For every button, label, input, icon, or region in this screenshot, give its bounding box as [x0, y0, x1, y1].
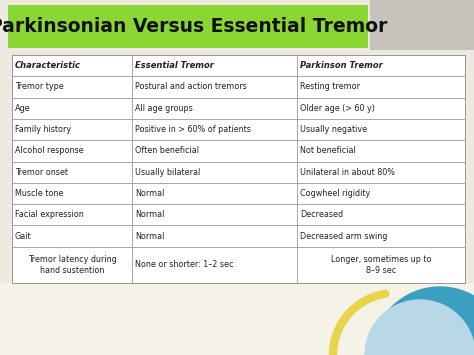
Text: Longer, sometimes up to
8–9 sec: Longer, sometimes up to 8–9 sec: [331, 255, 431, 274]
Text: Facial expression: Facial expression: [15, 210, 84, 219]
Text: Decreased arm swing: Decreased arm swing: [301, 231, 388, 241]
Text: Normal: Normal: [135, 231, 164, 241]
Text: Family history: Family history: [15, 125, 71, 134]
FancyBboxPatch shape: [370, 0, 474, 50]
Text: Tremor type: Tremor type: [15, 82, 64, 92]
Text: Not beneficial: Not beneficial: [301, 146, 356, 155]
Text: Decreased: Decreased: [301, 210, 344, 219]
Text: Older age (> 60 y): Older age (> 60 y): [301, 104, 375, 113]
Circle shape: [365, 300, 474, 355]
FancyBboxPatch shape: [0, 283, 474, 355]
Text: Unilateral in about 80%: Unilateral in about 80%: [301, 168, 395, 177]
Text: Parkinsonian Versus Essential Tremor: Parkinsonian Versus Essential Tremor: [0, 17, 387, 36]
Text: Positive in > 60% of patients: Positive in > 60% of patients: [135, 125, 251, 134]
Text: Tremor onset: Tremor onset: [15, 168, 68, 177]
Text: All age groups: All age groups: [135, 104, 193, 113]
Text: Often beneficial: Often beneficial: [135, 146, 199, 155]
Circle shape: [372, 287, 474, 355]
Text: Parkinson Tremor: Parkinson Tremor: [301, 61, 383, 70]
Text: Cogwheel rigidity: Cogwheel rigidity: [301, 189, 371, 198]
Text: Normal: Normal: [135, 210, 164, 219]
Text: Essential Tremor: Essential Tremor: [135, 61, 214, 70]
Text: Characteristic: Characteristic: [15, 61, 81, 70]
Text: Usually bilateral: Usually bilateral: [135, 168, 201, 177]
Text: Gait: Gait: [15, 231, 32, 241]
Text: Tremor latency during
hand sustention: Tremor latency during hand sustention: [27, 255, 117, 274]
Text: Normal: Normal: [135, 189, 164, 198]
Text: Usually negative: Usually negative: [301, 125, 367, 134]
Text: Postural and action tremors: Postural and action tremors: [135, 82, 247, 92]
Text: Age: Age: [15, 104, 31, 113]
Text: Alcohol response: Alcohol response: [15, 146, 83, 155]
FancyBboxPatch shape: [12, 55, 465, 283]
FancyBboxPatch shape: [370, 0, 474, 50]
FancyBboxPatch shape: [8, 5, 368, 48]
Text: Muscle tone: Muscle tone: [15, 189, 64, 198]
Text: None or shorter: 1–2 sec: None or shorter: 1–2 sec: [135, 260, 234, 269]
Text: Resting tremor: Resting tremor: [301, 82, 360, 92]
